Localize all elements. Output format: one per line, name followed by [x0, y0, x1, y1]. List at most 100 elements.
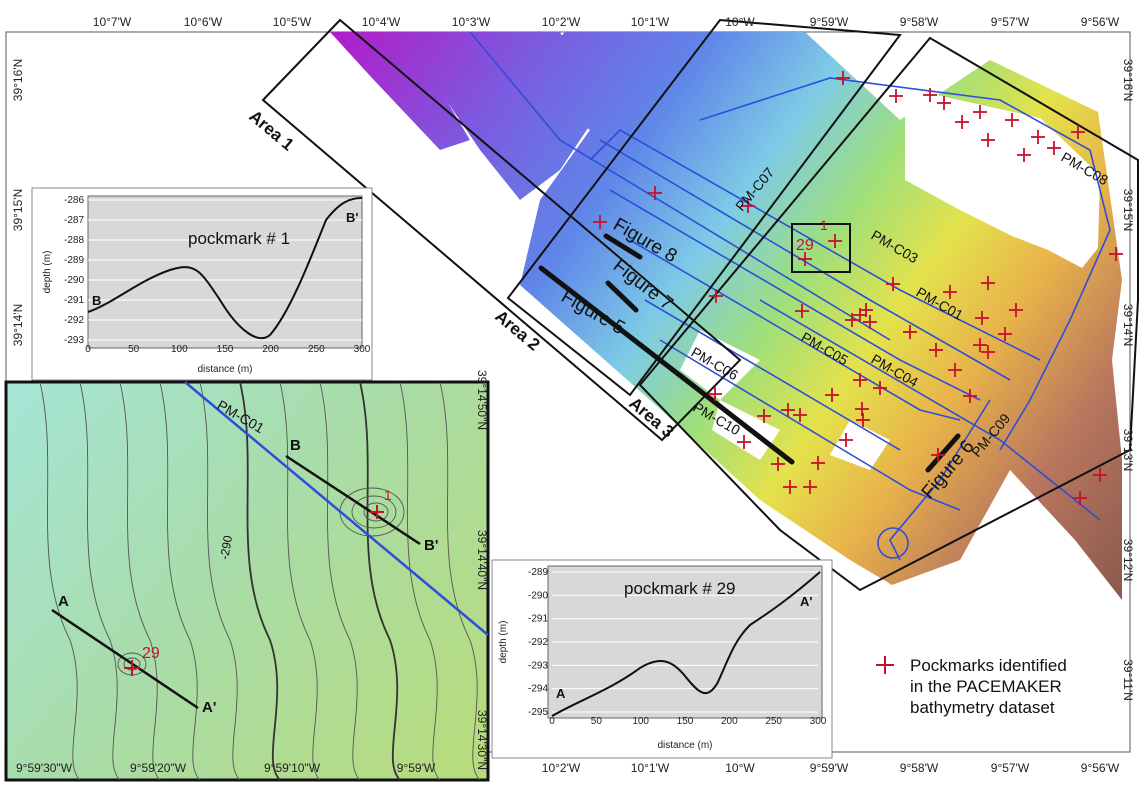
pockmark-icon [923, 88, 937, 102]
profile-line-b [285, 454, 421, 546]
bathymetry-coverage [330, 32, 1122, 600]
svg-text:10°2'W: 10°2'W [542, 15, 581, 29]
survey-tracks [469, 31, 1111, 561]
point-b-prime-label: B' [424, 537, 438, 554]
svg-text:9°56'W: 9°56'W [1081, 15, 1120, 29]
svg-text:9°58'W: 9°58'W [900, 761, 939, 775]
pockmark-icon [859, 303, 873, 317]
pockmark-icon [853, 373, 867, 387]
svg-text:39°16'N: 39°16'N [1121, 59, 1135, 101]
pockmark-icon [783, 480, 797, 494]
point-a-prime-label: A' [202, 699, 216, 716]
pockmark-icon [1017, 148, 1031, 162]
y-tick-label: -288 [64, 235, 84, 246]
profile-29-title: pockmark # 29 [624, 579, 736, 598]
y-tick-label: -291 [64, 295, 84, 306]
point-a-label: A [58, 593, 69, 610]
pockmark-icon [1005, 113, 1019, 127]
pockmark-icon [828, 234, 842, 248]
profile-29-xlabel: distance (m) [657, 740, 712, 751]
x-tick-label: 200 [721, 716, 738, 727]
svg-text:39°14'N: 39°14'N [1121, 304, 1135, 346]
pockmark-icon [757, 409, 771, 423]
inset-track-line [184, 381, 489, 636]
legend-line-2: in the PACEMAKER [910, 677, 1062, 696]
svg-text:39°14'50"N: 39°14'50"N [475, 370, 489, 430]
y-tick-label: -291 [528, 614, 548, 625]
bottom-longitude-ticks: 10°2'W 10°1'W 10°W 9°59'W 9°58'W 9°57'W … [542, 761, 1120, 775]
legend-line-1: Pockmarks identified [910, 656, 1067, 675]
pockmark-icon [937, 96, 951, 110]
svg-text:10°6'W: 10°6'W [184, 15, 223, 29]
pockmark-icon [793, 408, 807, 422]
svg-text:39°15'N: 39°15'N [11, 189, 25, 231]
point-b-label: B [290, 437, 301, 454]
inset-pockmark-1-label: 1 [384, 487, 392, 503]
svg-text:10°1'W: 10°1'W [631, 761, 670, 775]
pockmark-icon [931, 448, 945, 462]
pockmark-icon [741, 199, 755, 213]
left-latitude-ticks: 39°16'N 39°15'N 39°14'N [11, 59, 25, 346]
inset-contour-label: -290 [217, 534, 235, 560]
y-tick-label: -287 [64, 215, 84, 226]
svg-text:9°56'W: 9°56'W [1081, 761, 1120, 775]
pockmark-icon [1009, 303, 1023, 317]
y-tick-label: -286 [64, 195, 84, 206]
svg-text:9°57'W: 9°57'W [991, 761, 1030, 775]
legend-pockmark-icon [876, 656, 894, 674]
svg-text:10°3'W: 10°3'W [452, 15, 491, 29]
pockmark-icon [845, 313, 859, 327]
y-tick-label: -293 [64, 335, 84, 346]
profile-line-a [51, 608, 199, 710]
svg-text:9°59'W: 9°59'W [810, 761, 849, 775]
x-tick-label: 200 [262, 344, 279, 355]
pockmark-icon [863, 315, 877, 329]
pockmark-icon [855, 402, 869, 416]
profile-1-end-label: B' [346, 210, 358, 225]
top-longitude-ticks: 10°7'W 10°6'W 10°5'W 10°4'W 10°3'W 10°2'… [93, 15, 1120, 29]
area-1-box [261, 18, 742, 442]
pockmark-icon [1047, 141, 1061, 155]
pockmark-icon [737, 435, 751, 449]
figure-5-line [538, 265, 795, 465]
y-tick-label: -290 [64, 275, 84, 286]
pockmark-icon [948, 363, 962, 377]
svg-text:9°57'W: 9°57'W [991, 15, 1030, 29]
inset-pockmark-29-label: 29 [142, 645, 160, 662]
y-tick-label: -295 [528, 707, 548, 718]
svg-text:9°59'10"W: 9°59'10"W [264, 761, 321, 775]
svg-text:39°13'N: 39°13'N [1121, 429, 1135, 471]
svg-text:9°59'20"W: 9°59'20"W [130, 761, 187, 775]
pockmark-29-label: 29 [796, 237, 814, 254]
x-tick-label: 300 [354, 344, 371, 355]
svg-text:39°12'N: 39°12'N [1121, 539, 1135, 581]
profile-pockmark-29: -289 -290 -291 -292 -293 -294 -295 0 50 100 150 20… [491, 559, 833, 759]
x-tick-label: 150 [677, 716, 694, 727]
pockmark-icon [873, 381, 887, 395]
y-tick-label: -294 [528, 684, 548, 695]
pockmark-icon [839, 433, 853, 447]
svg-text:10°5'W: 10°5'W [273, 15, 312, 29]
pockmark-icon [929, 343, 943, 357]
pockmark-icon [889, 89, 903, 103]
pockmark-icon [771, 457, 785, 471]
svg-text:10°W: 10°W [725, 761, 755, 775]
y-tick-label: -290 [528, 590, 548, 601]
y-tick-label: -293 [528, 660, 548, 671]
x-tick-label: 250 [308, 344, 325, 355]
pockmark-icon [973, 105, 987, 119]
pockmark-icon [803, 480, 817, 494]
svg-text:10°2'W: 10°2'W [542, 761, 581, 775]
pockmark-icon [795, 304, 809, 318]
svg-text:39°11'N: 39°11'N [1121, 659, 1135, 701]
pockmark-icon [981, 276, 995, 290]
profile-1-ylabel: depth (m) [42, 251, 53, 294]
profile-1-xlabel: distance (m) [197, 364, 252, 375]
pockmark-icon [975, 311, 989, 325]
figure-6-line [925, 433, 961, 473]
pockmark-icon [943, 285, 957, 299]
profile-1-start-label: B [92, 293, 101, 308]
y-tick-label: -289 [64, 255, 84, 266]
